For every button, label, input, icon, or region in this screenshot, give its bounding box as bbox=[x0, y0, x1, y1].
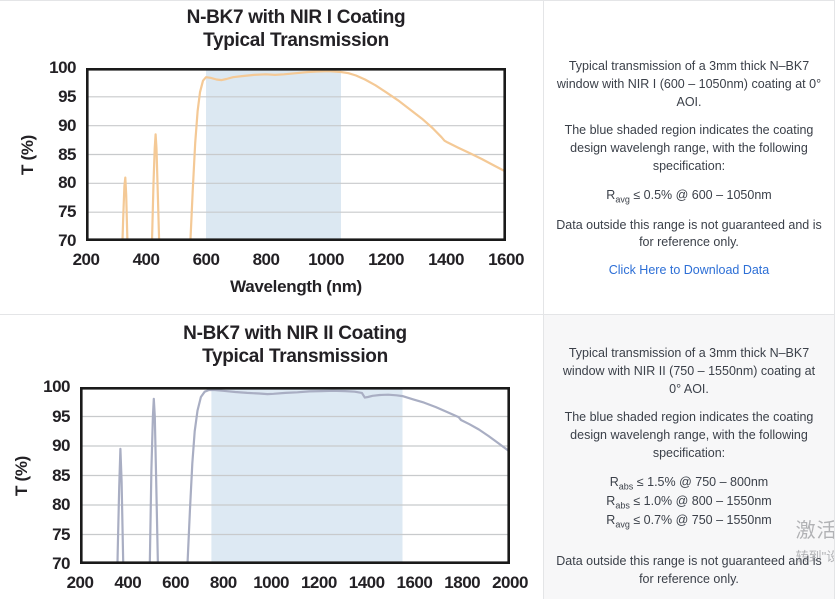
y-tick-label: 80 bbox=[52, 495, 70, 514]
y-tick-label: 100 bbox=[43, 377, 70, 396]
y-tick-label: 100 bbox=[49, 58, 76, 77]
x-tick-label: 1600 bbox=[396, 573, 433, 592]
chart-subtitle: Typical Transmission bbox=[202, 346, 388, 367]
spec-list: Rabs ≤ 1.5% @ 750 – 800nm Rabs ≤ 1.0% @ 8… bbox=[556, 474, 822, 531]
x-tick-label: 800 bbox=[209, 573, 237, 592]
spec-line: Rabs ≤ 1.0% @ 800 – 1550nm bbox=[606, 493, 772, 511]
x-tick-label: 200 bbox=[66, 573, 94, 592]
y-tick-label: 85 bbox=[58, 144, 76, 164]
spec-line: Ravg ≤ 0.7% @ 750 – 1550nm bbox=[606, 512, 772, 530]
x-tick-label: 1200 bbox=[368, 250, 404, 269]
chart-nir1: N-BK7 with NIR I Coating Typical Transmi… bbox=[0, 1, 543, 314]
x-tick-label: 600 bbox=[192, 250, 220, 269]
spec-list: Ravg ≤ 0.5% @ 600 – 1050nm bbox=[556, 187, 822, 206]
panel-paragraph: The blue shaded region indicates the coa… bbox=[564, 123, 814, 173]
chart-title: N-BK7 with NIR II Coating bbox=[183, 323, 407, 344]
panel-paragraph: Typical transmission of a 3mm thick N–BK… bbox=[562, 346, 816, 396]
spec-line: Rabs ≤ 1.5% @ 750 – 800nm bbox=[609, 474, 769, 492]
x-tick-label: 1200 bbox=[300, 573, 337, 592]
transmission-plot bbox=[86, 68, 506, 241]
x-tick-label: 1600 bbox=[488, 250, 524, 269]
x-tick-label: 1000 bbox=[253, 573, 290, 592]
x-tick-label: 600 bbox=[162, 573, 189, 592]
x-tick-label: 200 bbox=[72, 250, 100, 269]
x-tick-label: 800 bbox=[252, 250, 280, 269]
y-tick-label: 90 bbox=[58, 115, 76, 135]
y-tick-label: 70 bbox=[58, 231, 76, 250]
row-nir1: N-BK7 with NIR I Coating Typical Transmi… bbox=[0, 1, 834, 314]
chart-title: N-BK7 with NIR I Coating bbox=[186, 7, 406, 28]
chart-nir2: N-BK7 with NIR II Coating Typical Transm… bbox=[0, 315, 543, 599]
x-tick-label: 2000 bbox=[492, 573, 528, 592]
y-tick-label: 80 bbox=[58, 173, 76, 193]
y-tick-label: 95 bbox=[52, 406, 70, 426]
x-tick-label: 1400 bbox=[428, 250, 464, 269]
plot-border bbox=[86, 68, 506, 241]
y-tick-label: 90 bbox=[52, 436, 70, 455]
download-data-link[interactable]: Click Here to Download Data bbox=[608, 263, 770, 278]
y-tick-label: 75 bbox=[58, 202, 76, 222]
chart-subtitle: Typical Transmission bbox=[203, 30, 389, 51]
transmission-curve bbox=[116, 388, 510, 564]
x-tick-label: 1000 bbox=[308, 250, 344, 269]
panel-paragraph: Typical transmission of a 3mm thick N–BK… bbox=[556, 59, 822, 109]
panel-note: Data outside this range is not guarantee… bbox=[556, 217, 822, 250]
x-axis-title: Wavelength (nm) bbox=[230, 277, 362, 296]
info-panel-nir2: Typical transmission of a 3mm thick N–BK… bbox=[543, 315, 834, 599]
x-tick-label: 1800 bbox=[444, 573, 481, 592]
row-nir2: N-BK7 with NIR II Coating Typical Transm… bbox=[0, 314, 834, 599]
x-tick-label: 1400 bbox=[348, 573, 385, 592]
panel-paragraph: The blue shaded region indicates the coa… bbox=[564, 410, 814, 460]
info-panel-nir1: Typical transmission of a 3mm thick N–BK… bbox=[543, 1, 834, 314]
panel-note: Data outside this range is not guarantee… bbox=[556, 553, 822, 586]
plot-border bbox=[80, 387, 510, 564]
y-tick-label: 95 bbox=[58, 86, 76, 106]
x-tick-label: 400 bbox=[132, 250, 160, 269]
transmission-curve bbox=[121, 70, 506, 241]
y-tick-label: 70 bbox=[52, 554, 70, 573]
transmission-plot bbox=[80, 387, 510, 564]
y-tick-label: 85 bbox=[52, 465, 70, 485]
x-tick-label: 400 bbox=[114, 573, 142, 592]
y-tick-label: 75 bbox=[52, 524, 70, 544]
spec-line: Ravg ≤ 0.5% @ 600 – 1050nm bbox=[606, 187, 772, 205]
